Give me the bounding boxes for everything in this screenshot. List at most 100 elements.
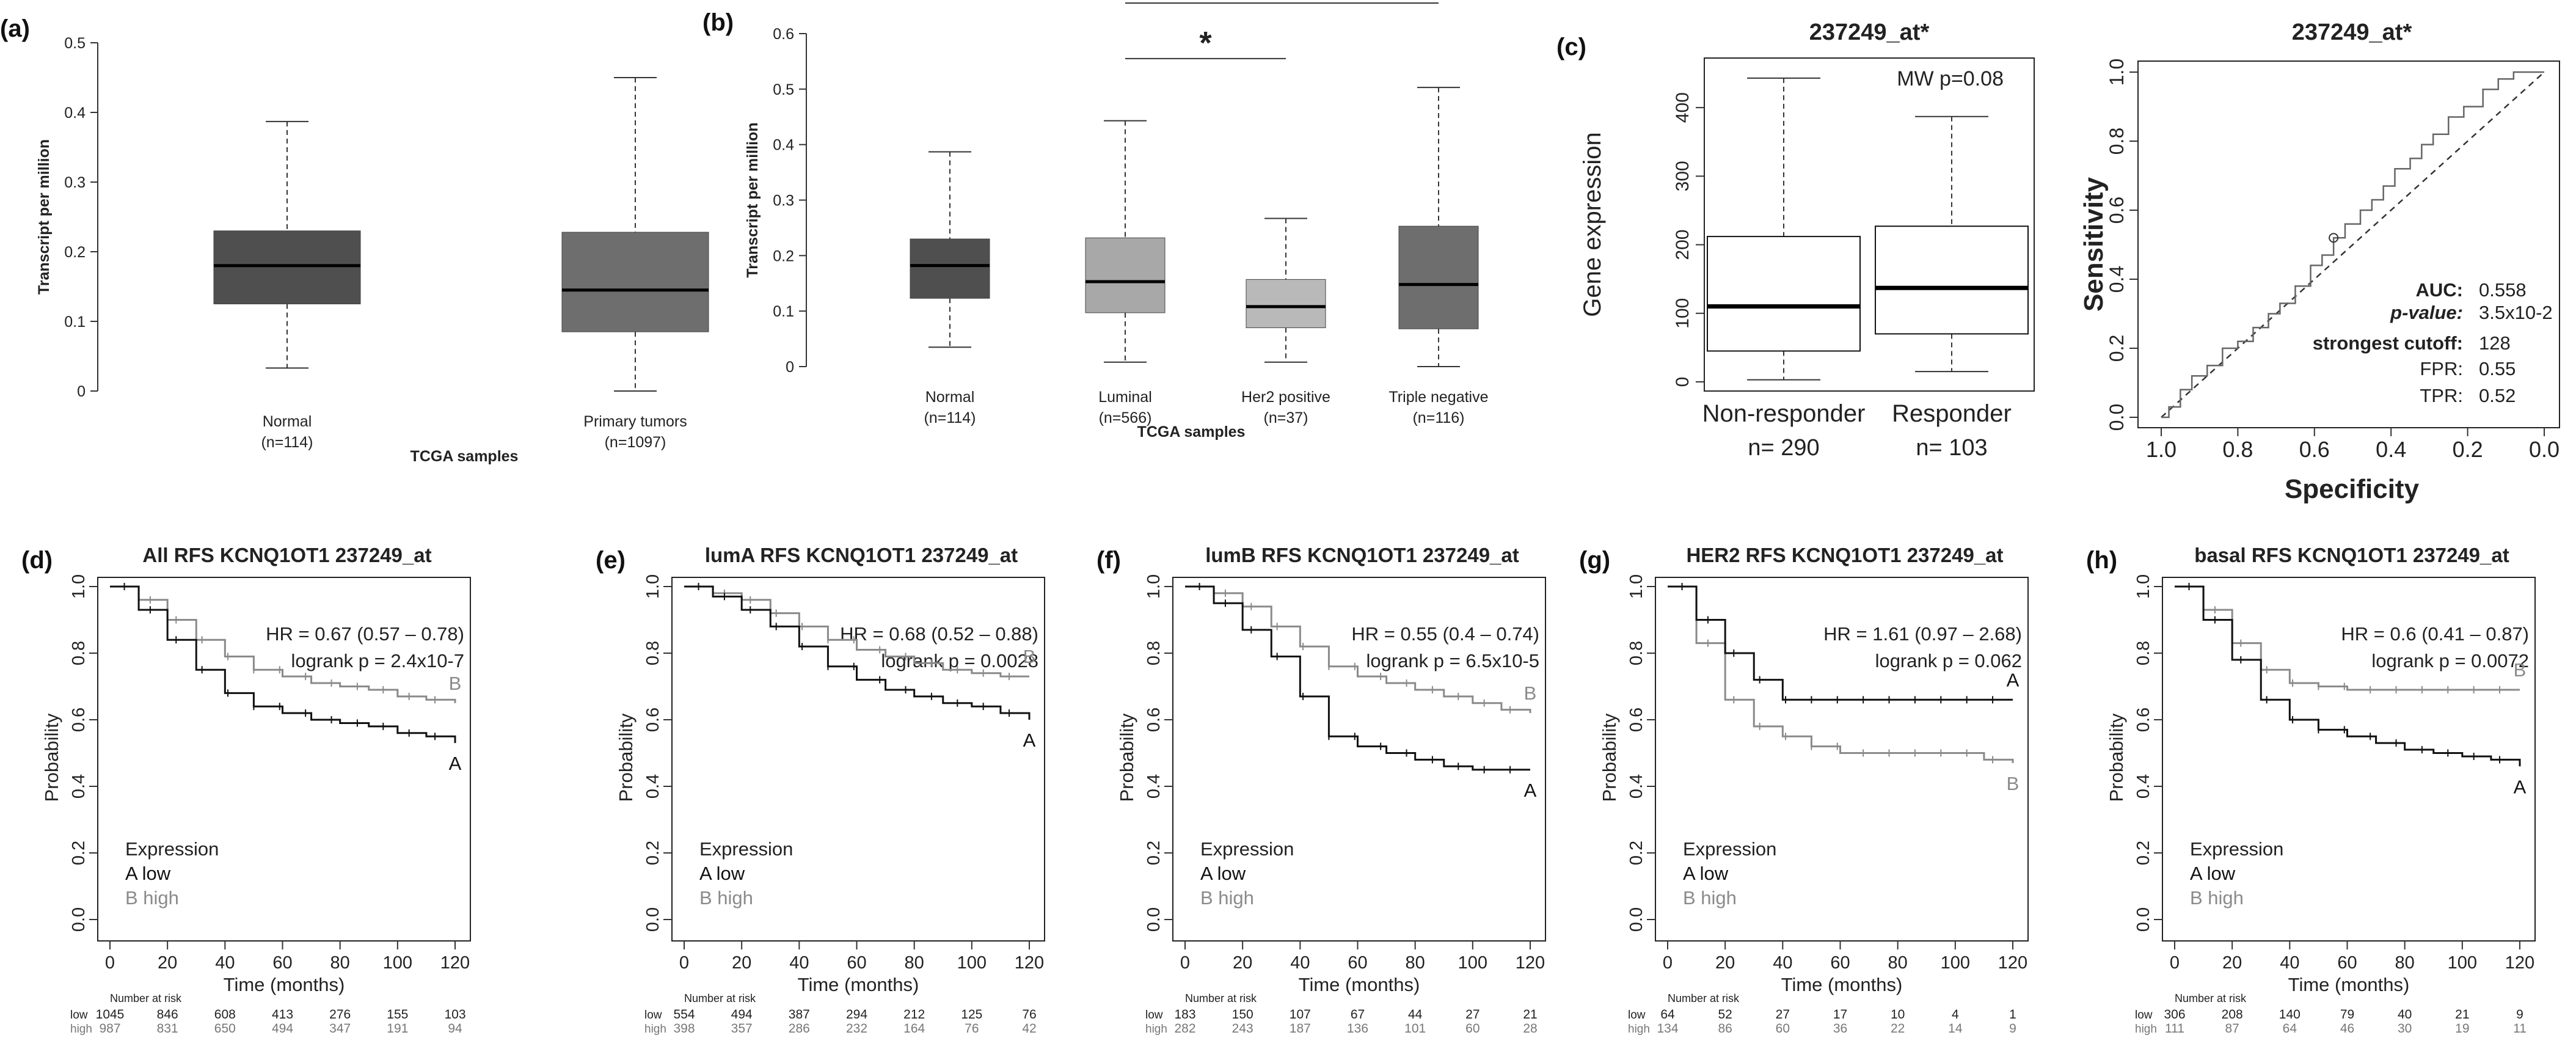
risk-low-count: 276: [329, 1008, 351, 1022]
panel-label: (a): [0, 15, 30, 42]
risk-low-count: 9: [2516, 1008, 2523, 1022]
risk-low-count: 21: [1523, 1008, 1537, 1022]
risk-low-count: 183: [1174, 1008, 1195, 1022]
x-tick-label: 1.0: [2146, 437, 2176, 462]
group-label: Responder: [1892, 400, 2012, 427]
legend-high: B high: [699, 887, 753, 909]
y-tick-label: 0.8: [1627, 641, 1646, 665]
y-tick-label: 0.2: [643, 841, 663, 865]
risk-low-count: 44: [1408, 1008, 1423, 1022]
risk-low-count: 208: [2222, 1008, 2243, 1022]
y-tick-label: 0: [1673, 377, 1693, 387]
y-tick-label: 100: [1673, 298, 1693, 329]
box-1: Responder n= 103: [1875, 115, 2029, 461]
risk-high-count: 191: [387, 1022, 408, 1036]
panel-f: (f) lumB RFS KCNQ1OT1 237249_at 0 20 40 60 80 1…: [1096, 544, 1546, 1036]
curve-end-label-low: A: [2007, 669, 2020, 690]
risk-low-count: 103: [444, 1008, 465, 1022]
panel-a: (a) 0 0.1 0.2 0.3 0.4 0.5 Transcript per millio…: [0, 15, 709, 465]
plot-frame: [1172, 577, 1546, 942]
roc-stat-value: 128: [2479, 332, 2511, 354]
risk-low-label: low: [70, 1009, 88, 1022]
y-tick-label: 0.6: [69, 708, 89, 732]
risk-high-count: 19: [2455, 1022, 2469, 1036]
risk-low-count: 27: [1465, 1008, 1480, 1022]
y-tick-label: 0.4: [1144, 774, 1164, 799]
risk-high-count: 164: [903, 1022, 925, 1036]
risk-low-label: low: [1145, 1009, 1163, 1022]
y-tick-label: 0.0: [1627, 907, 1646, 932]
curve-end-label-high: B: [1023, 646, 1036, 667]
risk-low-label: low: [644, 1009, 662, 1022]
x-tick-label: 20: [1233, 953, 1252, 973]
risk-header: Number at risk: [1668, 992, 1740, 1004]
cutoff-point: [2329, 233, 2339, 243]
risk-high-count: 136: [1347, 1022, 1368, 1036]
risk-high-count: 282: [1174, 1022, 1195, 1036]
panel-c2: 237249_at* 1.0 0.8 0.6 0.4 0.2 0.0 0.0 0.2 0.4 0.6…: [2079, 20, 2560, 504]
risk-high-count: 60: [1465, 1022, 1480, 1036]
y-axis-label: Probability: [615, 713, 637, 802]
panel-label: (b): [702, 9, 734, 36]
risk-low-count: 387: [789, 1008, 810, 1022]
box-3: Triple negative (n=116): [1388, 87, 1489, 426]
y-tick-label: 0.1: [773, 303, 794, 320]
y-tick-label: 0: [77, 383, 86, 400]
y-axis-label: Probability: [1116, 713, 1137, 802]
x-tick-label: 0.2: [2453, 437, 2483, 462]
roc-stat-value: 0.558: [2479, 279, 2527, 301]
risk-high-count: 831: [157, 1022, 178, 1036]
panel-g: (g) HER2 RFS KCNQ1OT1 237249_at 0 20 40 60 80 1…: [1579, 544, 2029, 1036]
x-tick-label: 0: [2170, 953, 2180, 973]
group-label: Non-responder: [1702, 400, 1866, 427]
y-tick-label: 200: [1673, 230, 1693, 260]
x-tick-label: 0.4: [2376, 437, 2406, 462]
group-n: (n=114): [924, 409, 976, 426]
panel-b: (b) 0 0.1 0.2 0.3 0.4 0.5 0.6 Transcript per mil…: [702, 0, 1489, 441]
box-body: [910, 238, 990, 299]
y-tick-label: 400: [1673, 92, 1693, 123]
y-tick-label: 0.4: [643, 774, 663, 799]
x-tick-label: 40: [1773, 953, 1792, 973]
x-tick-label: 60: [1348, 953, 1367, 973]
x-tick-label: 100: [1941, 953, 1970, 973]
plot-frame: [2162, 577, 2536, 942]
legend-title: Expression: [699, 838, 793, 860]
risk-high-count: 11: [2513, 1022, 2527, 1036]
significance-star: *: [1199, 26, 1212, 61]
y-tick-label: 0.2: [69, 841, 89, 865]
curve-end-label-low: A: [2514, 776, 2527, 797]
legend-title: Expression: [2190, 838, 2283, 860]
risk-high-count: 46: [2340, 1022, 2354, 1036]
chart-title: basal RFS KCNQ1OT1 237249_at: [2194, 544, 2509, 566]
x-tick-label: 20: [2222, 953, 2242, 973]
y-tick-label: 0.4: [69, 774, 89, 799]
risk-low-count: 1045: [96, 1008, 125, 1022]
group-label: Luminal: [1098, 389, 1152, 406]
x-tick-label: 0: [1180, 953, 1190, 973]
roc-stat-label: TPR:: [2420, 385, 2463, 406]
y-tick-label: 0.0: [1144, 907, 1164, 932]
y-tick-label: 300: [1673, 161, 1693, 191]
group-n: (n=1097): [605, 434, 666, 451]
legend-low: A low: [125, 863, 171, 884]
box-body: [1875, 225, 2029, 335]
risk-header: Number at risk: [1185, 992, 1257, 1004]
x-axis-label: Time (months): [224, 974, 345, 995]
risk-high-label: high: [70, 1023, 92, 1036]
risk-high-count: 357: [731, 1022, 753, 1036]
x-tick-label: 60: [272, 953, 292, 973]
risk-high-count: 22: [1891, 1022, 1905, 1036]
roc-stat-value: 0.52: [2479, 385, 2516, 406]
km-curve-low: [1668, 585, 2013, 701]
x-axis-label: Time (months): [1299, 974, 1420, 995]
x-tick-label: 0: [679, 953, 689, 973]
y-tick-label: 0.6: [773, 26, 794, 43]
km-curve-low: [110, 585, 456, 744]
risk-header: Number at risk: [110, 992, 182, 1004]
y-tick-label: 0.6: [2134, 708, 2153, 732]
x-tick-label: 120: [1998, 953, 2027, 973]
risk-high-label: high: [1145, 1023, 1167, 1036]
roc-stat-label: strongest cutoff:: [2313, 332, 2463, 354]
chart-title: lumA RFS KCNQ1OT1 237249_at: [705, 544, 1018, 566]
